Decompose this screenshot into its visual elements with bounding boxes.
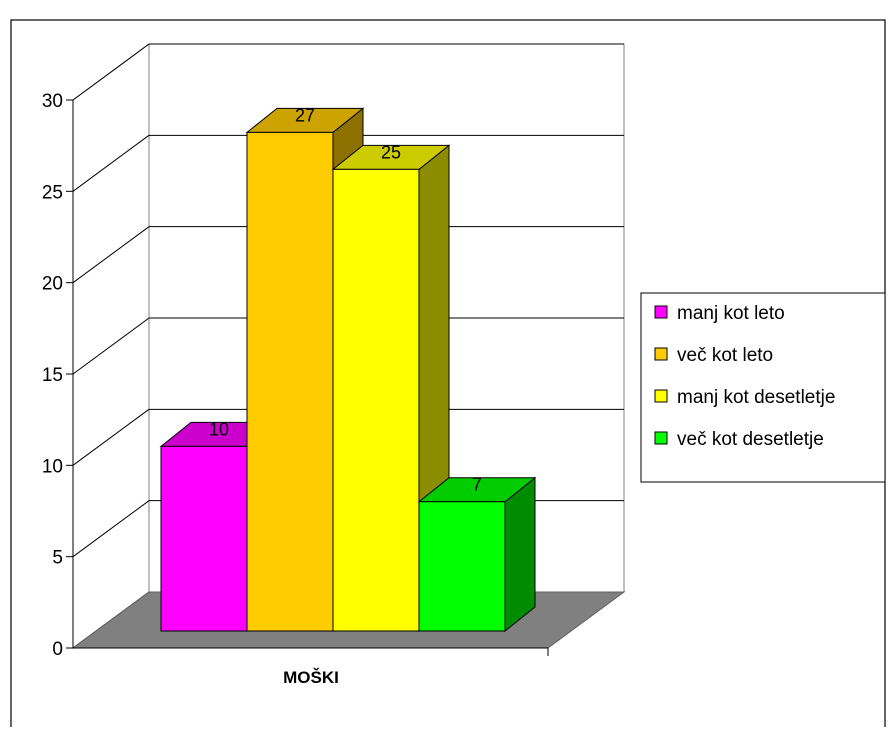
gridline-side: [72, 226, 150, 284]
legend-label: manj kot desetletje: [677, 387, 835, 408]
legend-box: [640, 292, 886, 483]
bar-front: [418, 501, 506, 632]
y-tick-label: 0: [52, 639, 63, 660]
bar-side: [504, 476, 536, 633]
bar-front: [246, 131, 334, 632]
data-label: 25: [381, 142, 401, 162]
y-tick-label: 15: [42, 365, 63, 386]
data-label: 10: [209, 419, 229, 439]
y-tick-label: 30: [42, 91, 63, 112]
legend-label: manj kot leto: [677, 303, 785, 324]
gridline-side: [72, 317, 150, 375]
legend-swatch: [654, 431, 668, 445]
data-label: 7: [472, 475, 482, 495]
gridline-side: [72, 408, 150, 466]
y-tick-label: 5: [52, 548, 63, 569]
legend-swatch: [654, 389, 668, 403]
legend-label: več kot desetletje: [677, 429, 824, 450]
x-category-label: MOŠKI: [283, 668, 339, 687]
y-tick-label: 25: [42, 182, 63, 203]
legend-label: več kot leto: [677, 345, 773, 366]
gridline-side: [72, 43, 150, 101]
bar-front: [160, 445, 248, 632]
legend-swatch: [654, 347, 668, 361]
legend-swatch: [654, 305, 668, 319]
gridline-side: [72, 134, 150, 192]
y-tick-label: 10: [42, 456, 63, 477]
y-tick-label: 20: [42, 274, 63, 295]
gridline-side: [72, 500, 150, 558]
bar-front: [332, 168, 420, 632]
data-label: 27: [295, 105, 315, 125]
